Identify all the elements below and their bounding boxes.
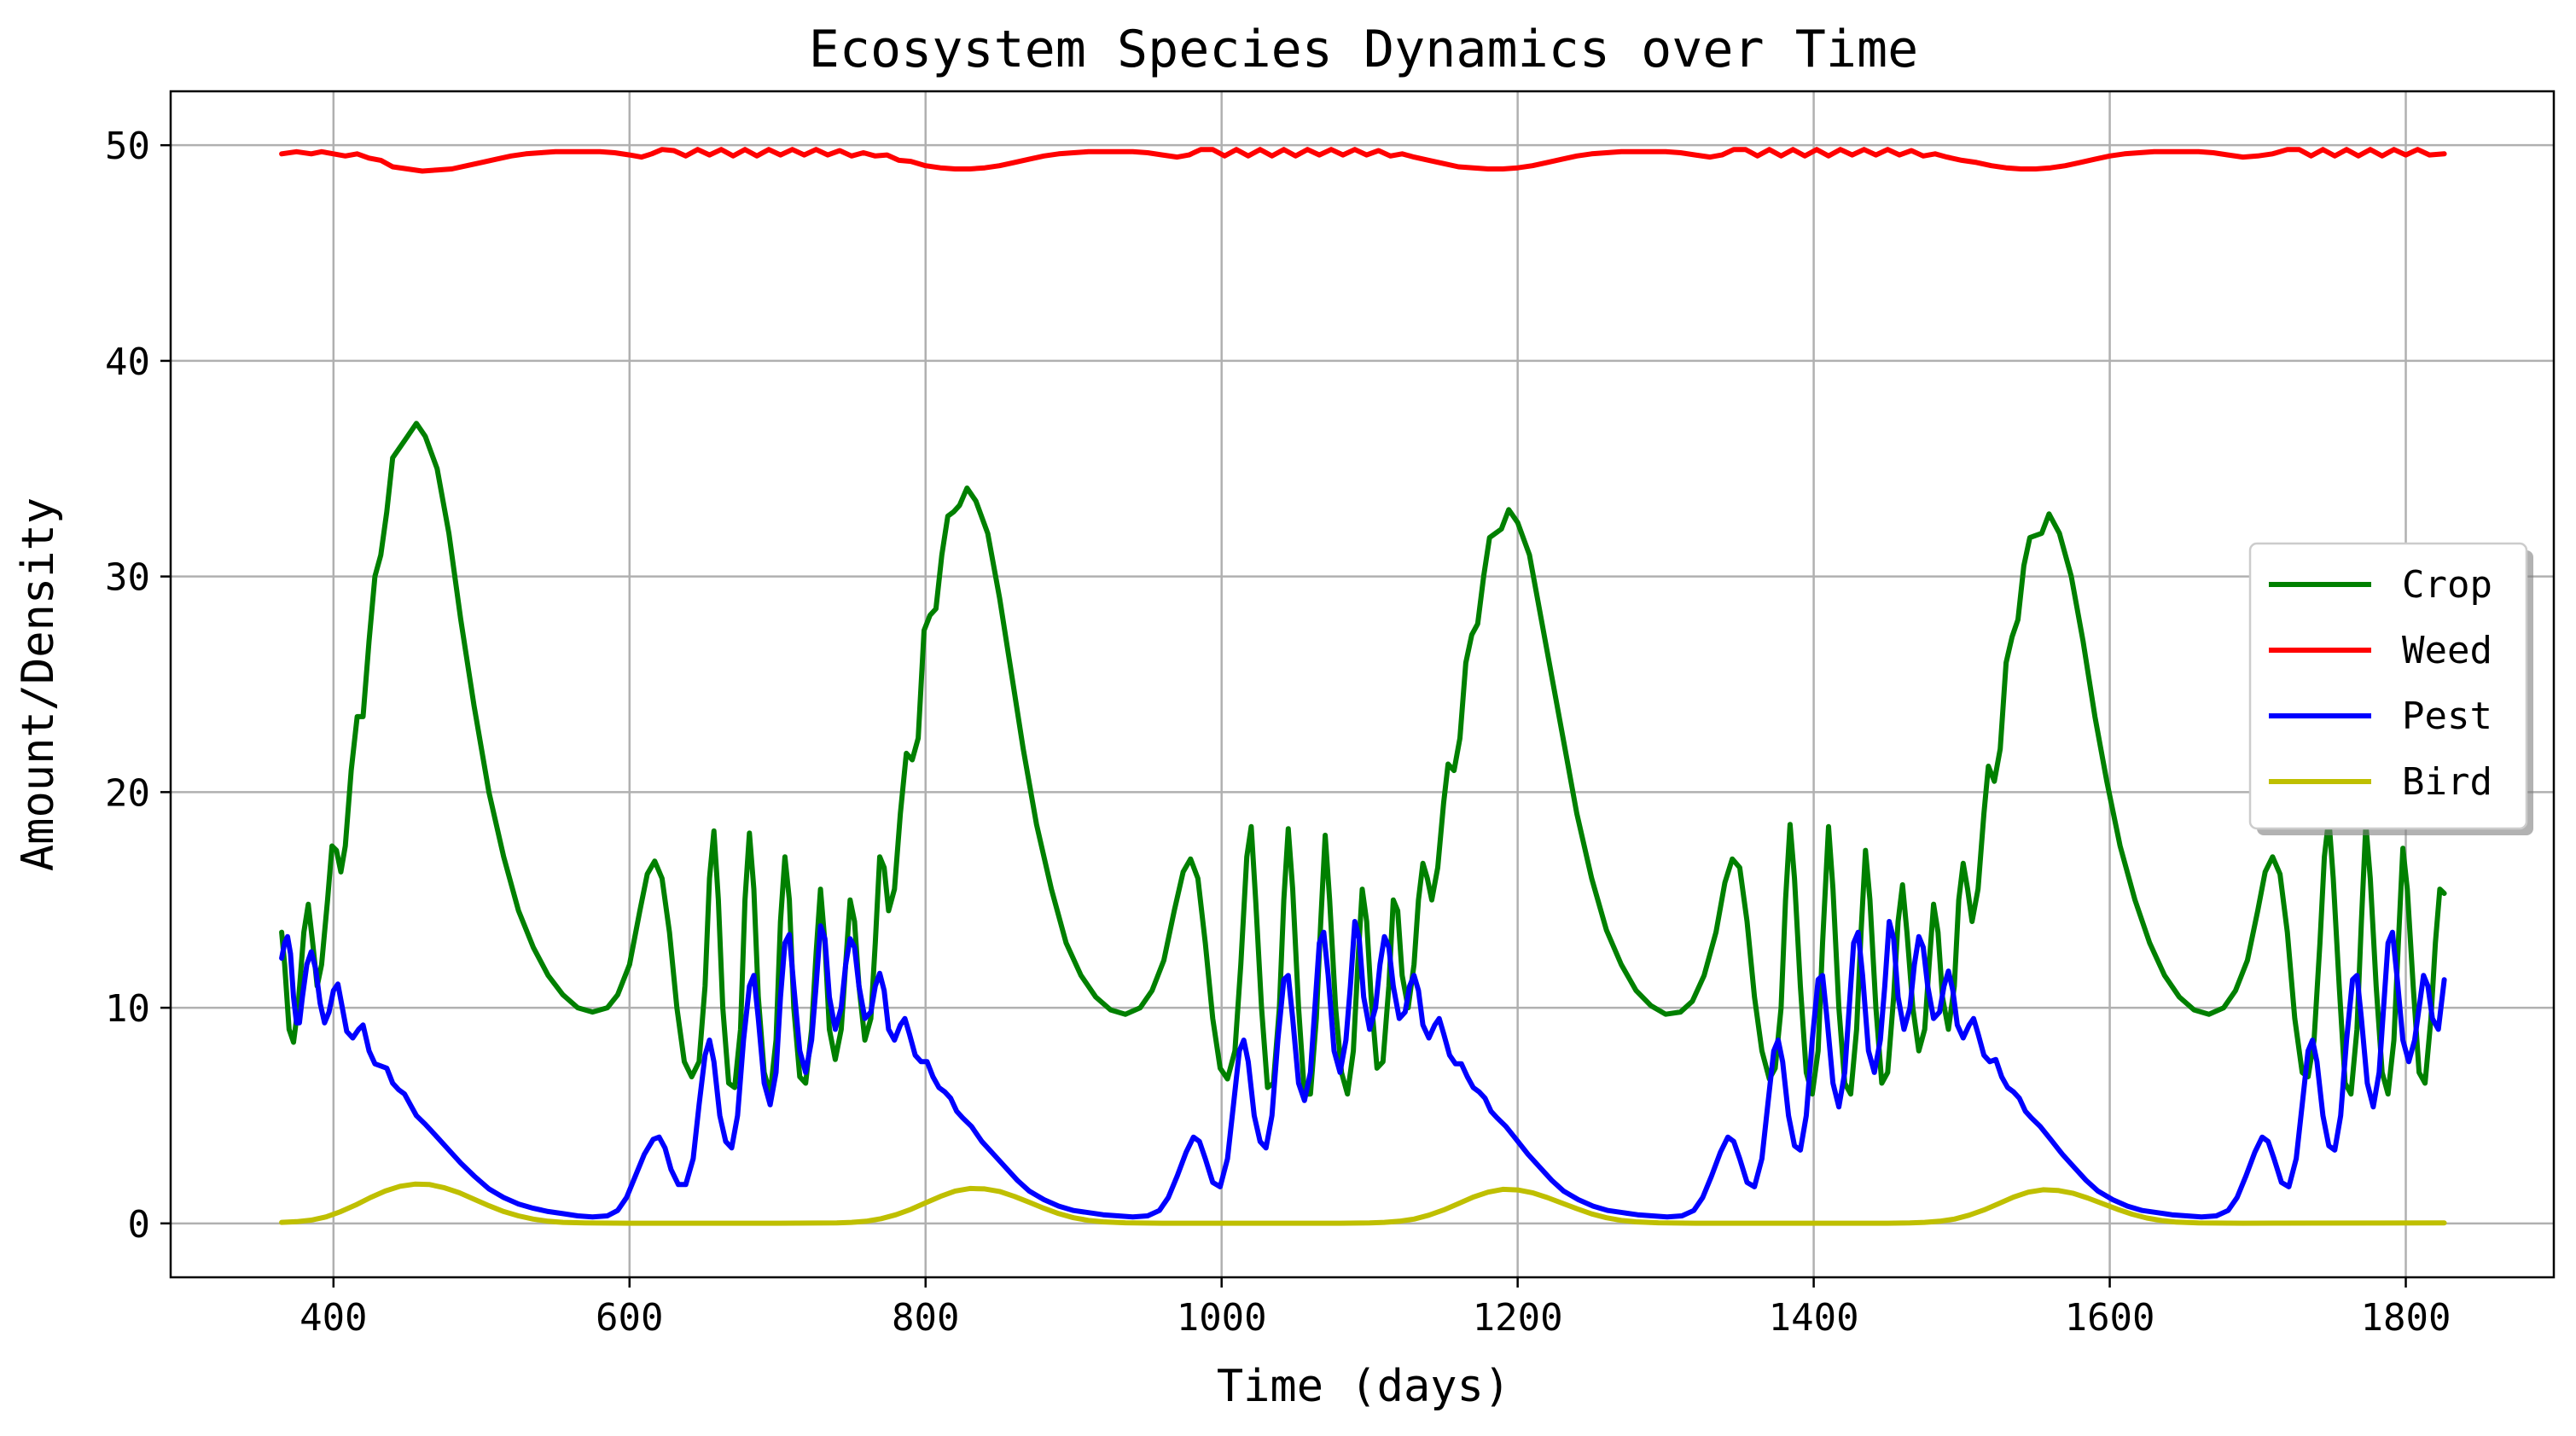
x-tick-label: 400 (299, 1296, 367, 1340)
y-axis-label: Amount/Density (13, 497, 64, 871)
y-axis-ticks: 0 10 20 30 40 50 (105, 125, 171, 1247)
series-line-bird (279, 1181, 2447, 1226)
y-tick-label: 0 (128, 1203, 151, 1247)
y-tick-label: 50 (105, 125, 150, 168)
y-tick-label: 20 (105, 771, 150, 815)
legend: Crop Weed Pest Bird (2248, 542, 2533, 835)
y-tick-label: 30 (105, 556, 150, 600)
legend-label-crop: Crop (2402, 563, 2492, 607)
plot-frame (169, 90, 2556, 1279)
legend-label-bird: Bird (2402, 760, 2492, 804)
x-axis-ticks: 400 600 800 1000 1200 1400 1600 1800 (299, 1277, 2451, 1340)
x-axis-label: Time (days) (1217, 1361, 1510, 1412)
series-line-pest (279, 919, 2447, 1220)
x-tick-label: 600 (596, 1296, 663, 1340)
x-tick-label: 1200 (1473, 1296, 1563, 1340)
series-lines (279, 147, 2447, 1226)
x-tick-label: 1600 (2065, 1296, 2155, 1340)
x-tick-label: 1000 (1177, 1296, 1267, 1340)
x-tick-label: 1800 (2361, 1296, 2451, 1340)
x-tick-label: 1400 (1769, 1296, 1859, 1340)
x-tick-label: 800 (892, 1296, 959, 1340)
legend-label-weed: Weed (2402, 629, 2492, 672)
y-tick-label: 40 (105, 340, 150, 384)
series-line-weed (279, 147, 2447, 174)
series-line-crop (279, 421, 2447, 1097)
legend-label-pest: Pest (2402, 695, 2492, 738)
y-tick-label: 10 (105, 987, 150, 1031)
legend-box (2248, 542, 2528, 830)
chart-title: Ecosystem Species Dynamics over Time (809, 20, 1918, 79)
